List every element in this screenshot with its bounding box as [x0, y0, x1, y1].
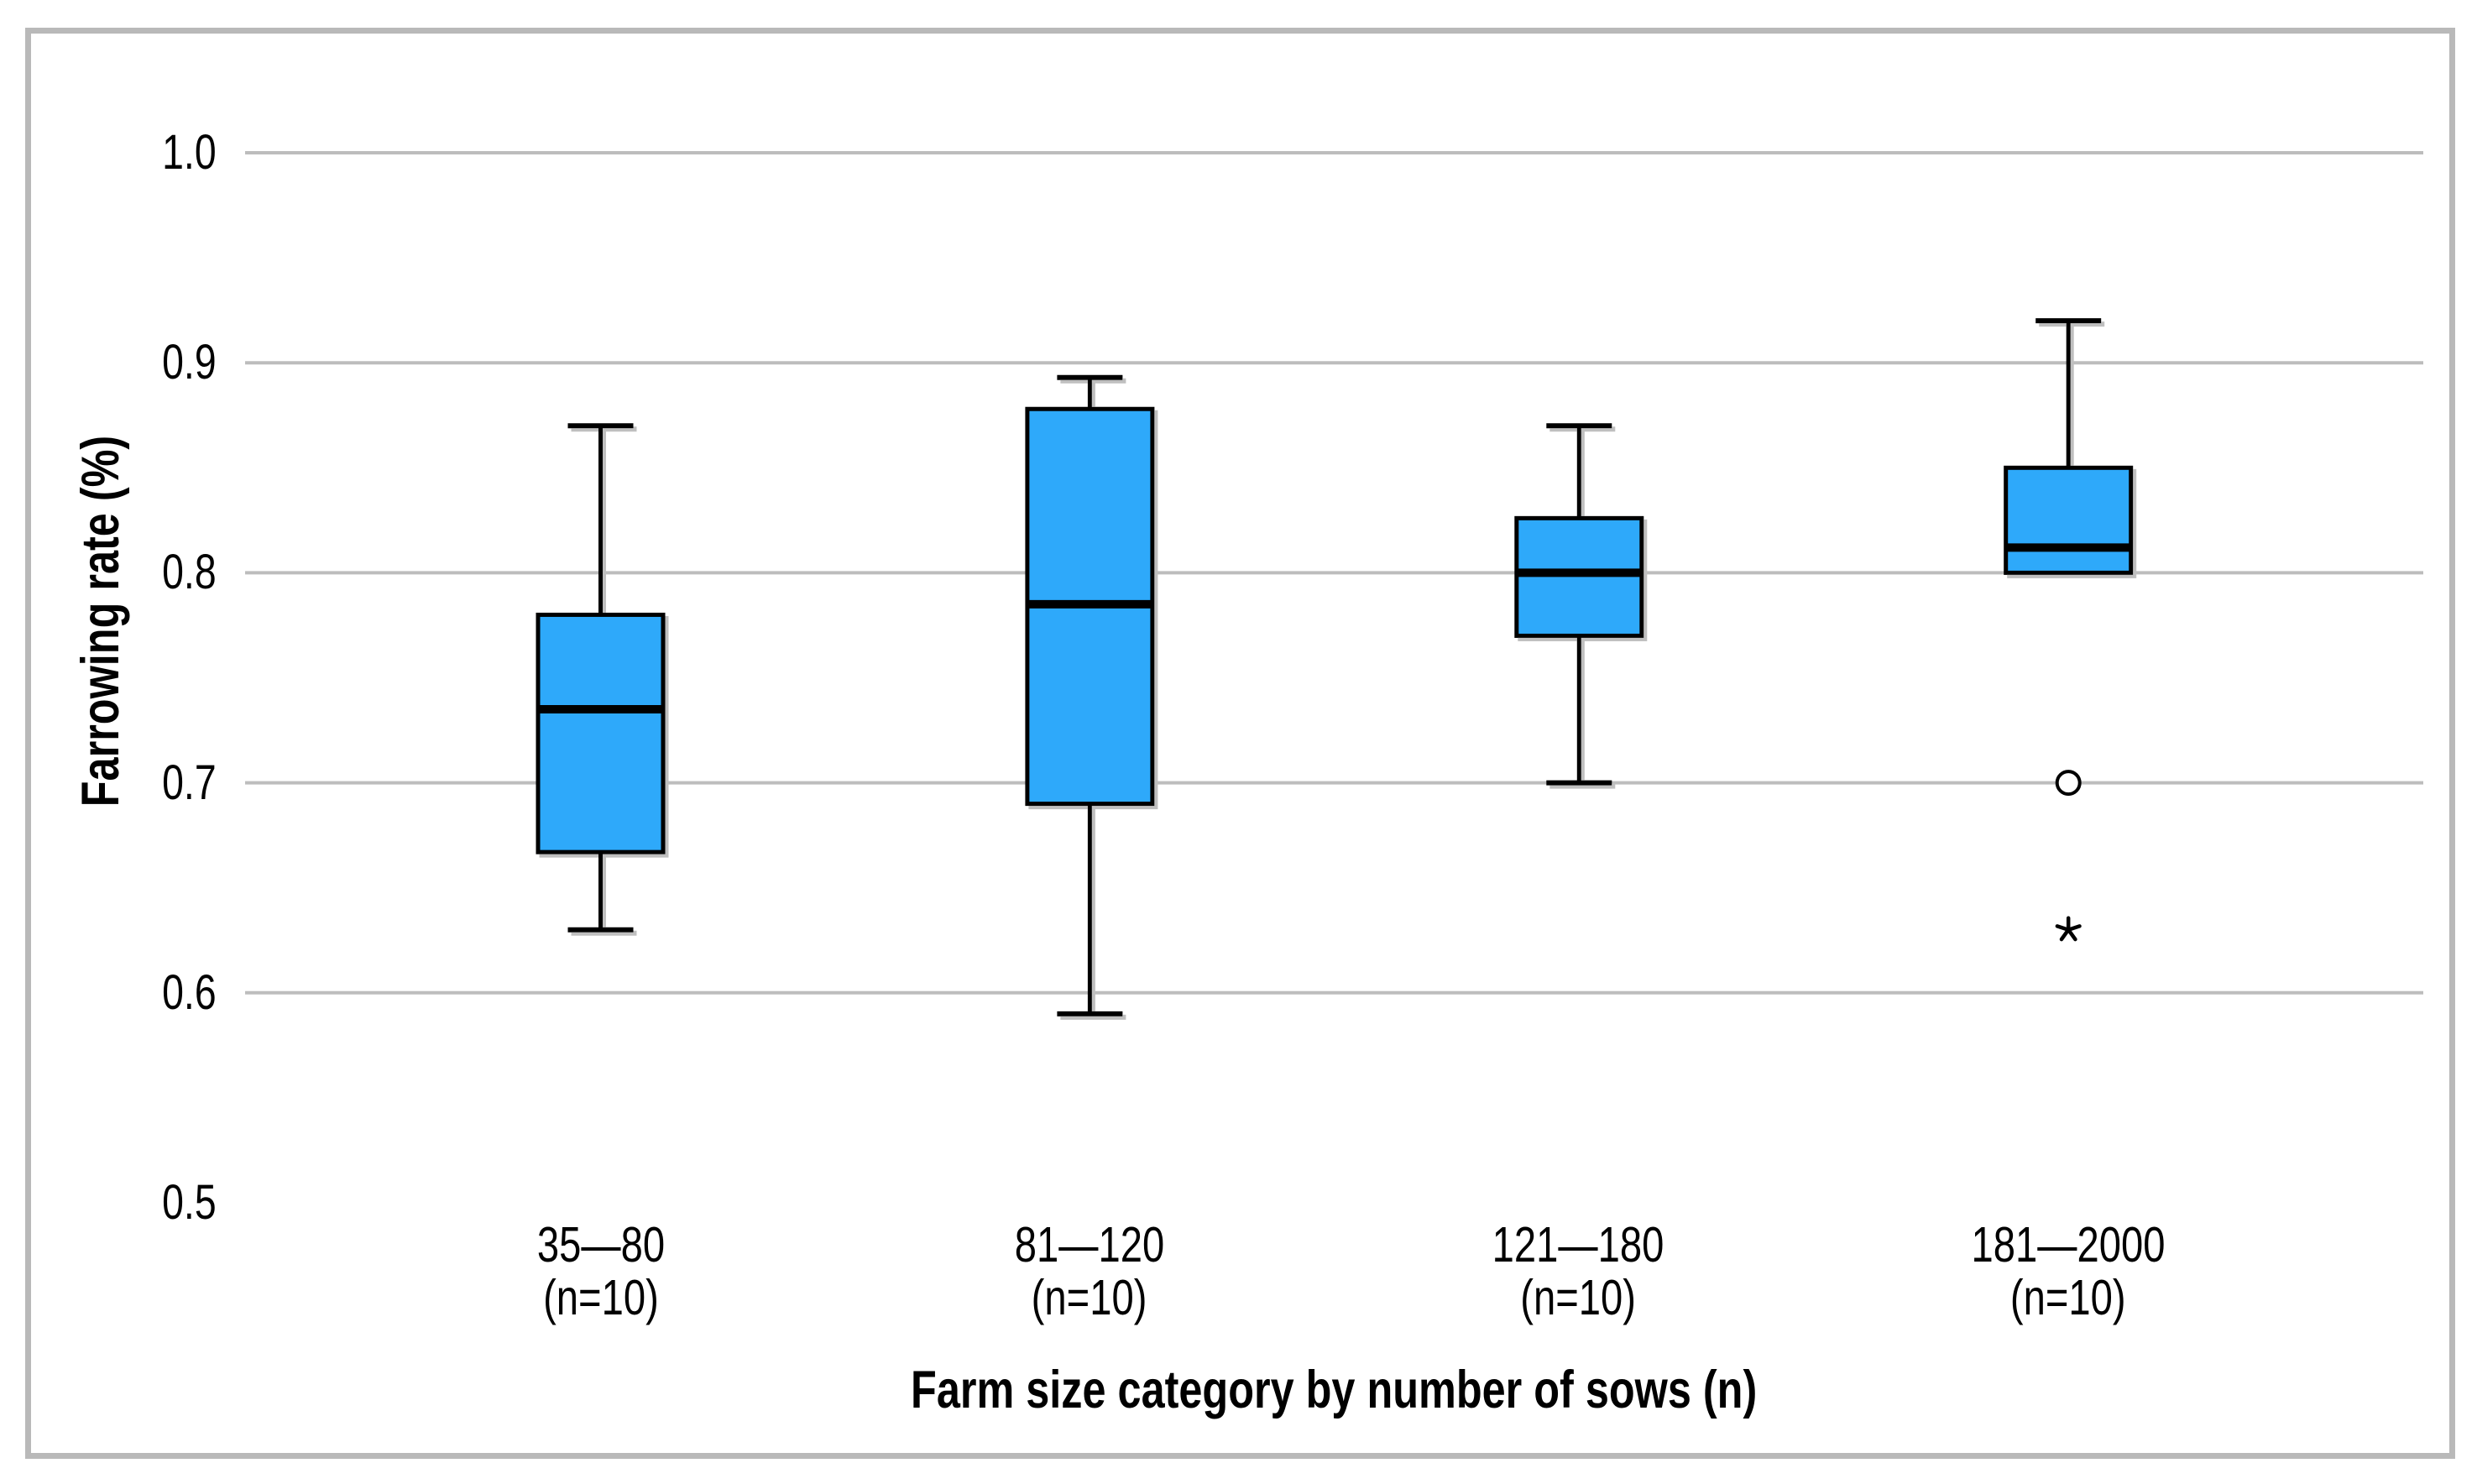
iqr-box: [1514, 515, 1644, 638]
x-category-label-3: 121—180 (n=10): [1471, 1219, 1685, 1325]
extreme-asterisk-marker: [2055, 916, 2082, 942]
category-n: (n=10): [1947, 1272, 2190, 1325]
category-n-text: (n=10): [1520, 1270, 1636, 1325]
y-tick-label-0.6: 0.6: [0, 969, 217, 1017]
figure-border-frame: [25, 28, 2455, 1459]
y-tick-label-1.0: 1.0: [0, 128, 217, 177]
iqr-box: [2004, 465, 2134, 575]
y-tick-label-0.7: 0.7: [0, 759, 217, 807]
iqr-box: [536, 612, 666, 854]
outlier-circle-marker: [2055, 770, 2082, 797]
category-range-text: 181—2000: [1971, 1217, 2166, 1272]
x-category-label-4: 181—2000 (n=10): [1947, 1219, 2190, 1325]
category-n-text: (n=10): [1032, 1270, 1147, 1325]
x-category-label-1: 35—80 (n=10): [521, 1219, 681, 1325]
y-tick-label-0.5: 0.5: [0, 1178, 217, 1227]
y-tick-text: 0.6: [162, 965, 217, 1020]
box-group-121—180: [1514, 423, 1644, 786]
category-n: (n=10): [1471, 1272, 1685, 1325]
category-range: 81—120: [996, 1219, 1183, 1272]
y-tick-label-0.9: 0.9: [0, 338, 217, 387]
y-axis-title-text: Farrowing rate (%): [71, 435, 130, 807]
y-tick-text: 0.5: [162, 1175, 217, 1230]
y-tick-text: 0.7: [162, 755, 217, 810]
category-range: 181—2000: [1947, 1219, 2190, 1272]
y-tick-text: 0.8: [162, 545, 217, 599]
box-group-35—80: [536, 423, 666, 933]
box-group-181—2000: [2004, 318, 2134, 575]
x-category-label-2: 81—120 (n=10): [996, 1219, 1183, 1325]
category-n-text: (n=10): [2010, 1270, 2126, 1325]
category-range: 35—80: [521, 1219, 681, 1272]
category-n: (n=10): [521, 1272, 681, 1325]
y-tick-text: 1.0: [162, 125, 217, 180]
box-group-81—120: [1025, 374, 1155, 1016]
y-tick-text: 0.9: [162, 335, 217, 389]
y-tick-label-0.8: 0.8: [0, 548, 217, 597]
category-range-text: 81—120: [1014, 1217, 1165, 1272]
x-axis-title: Farm size category by number of sows (n): [245, 1360, 2423, 1420]
category-n-text: (n=10): [543, 1270, 659, 1325]
category-range-text: 121—180: [1492, 1217, 1664, 1272]
category-n: (n=10): [996, 1272, 1183, 1325]
category-range-text: 35—80: [536, 1217, 666, 1272]
category-range: 121—180: [1471, 1219, 1685, 1272]
x-axis-title-text: Farm size category by number of sows (n): [911, 1361, 1758, 1419]
